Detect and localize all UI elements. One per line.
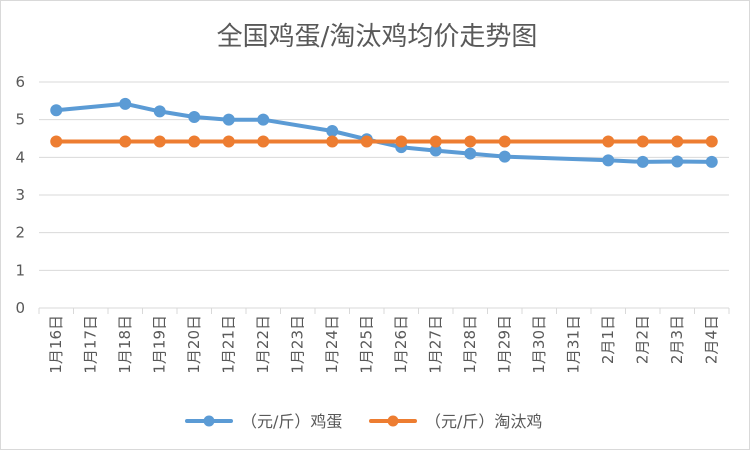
- legend-label-1: （元/斤）淘汰鸡: [425, 412, 542, 431]
- series-0-point: [602, 154, 615, 167]
- x-tick-label: 1月23日: [288, 315, 306, 374]
- series-1-point: [50, 135, 63, 148]
- series-1-point: [464, 135, 477, 148]
- x-tick-label: 2月3日: [668, 315, 686, 364]
- x-tick-label: 1月21日: [219, 315, 237, 374]
- x-tick-label: 1月28日: [461, 315, 479, 374]
- series-1-point: [257, 135, 270, 148]
- series-0-point: [498, 150, 511, 163]
- y-tick-label: 6: [15, 73, 25, 91]
- x-tick-label: 1月29日: [495, 315, 513, 374]
- x-tick-label: 1月18日: [116, 315, 134, 374]
- series-0-point: [671, 155, 684, 168]
- series-1-point: [498, 135, 511, 148]
- x-tick-label: 1月31日: [564, 315, 582, 374]
- series-0-point: [119, 97, 132, 110]
- series-1-point: [671, 135, 684, 148]
- series-0-point: [153, 105, 166, 118]
- x-tick-label: 1月20日: [185, 315, 203, 374]
- series-1-point: [360, 135, 373, 148]
- x-tick-label: 2月1日: [599, 315, 617, 364]
- legend-marker-1: [387, 415, 399, 427]
- x-tick-label: 1月25日: [357, 315, 375, 374]
- series-0-point: [636, 155, 649, 168]
- series-1-point: [188, 135, 201, 148]
- series-1-point: [602, 135, 615, 148]
- x-tick-label: 1月30日: [530, 315, 548, 374]
- legend-marker-0: [203, 415, 215, 427]
- x-tick-label: 1月26日: [392, 315, 410, 374]
- y-tick-label: 4: [15, 148, 25, 166]
- series-0-point: [326, 124, 339, 137]
- series-1-point: [326, 135, 339, 148]
- series-1-point: [636, 135, 649, 148]
- x-tick-label: 2月2日: [633, 315, 651, 364]
- y-tick-label: 3: [15, 186, 25, 204]
- x-tick-label: 1月17日: [81, 315, 99, 374]
- series-1-point: [705, 135, 718, 148]
- y-tick-label: 5: [15, 111, 25, 129]
- x-tick-label: 1月27日: [426, 315, 444, 374]
- series-1-point: [395, 135, 408, 148]
- series-0-point: [705, 155, 718, 168]
- grid: [39, 81, 729, 271]
- chart-title: 全国鸡蛋/淘汰鸡均价走势图: [217, 22, 538, 52]
- series-layer: [50, 97, 718, 168]
- series-1-point: [429, 135, 442, 148]
- x-tick-label: 1月22日: [254, 315, 272, 374]
- x-tick-label: 1月19日: [150, 315, 168, 374]
- y-tick-label: 2: [15, 224, 25, 242]
- series-0-point: [222, 113, 235, 126]
- series-0-point: [50, 104, 63, 117]
- legend: （元/斤）鸡蛋 （元/斤）淘汰鸡: [185, 412, 542, 431]
- x-tick-label: 2月4日: [702, 315, 720, 364]
- series-1-point: [222, 135, 235, 148]
- series-0-point: [464, 147, 477, 160]
- series-1-point: [153, 135, 166, 148]
- series-0-point: [257, 113, 270, 126]
- y-tick-label: 0: [15, 299, 25, 317]
- x-tick-label: 1月24日: [323, 315, 341, 374]
- y-tick-label: 1: [15, 261, 25, 279]
- legend-label-0: （元/斤）鸡蛋: [241, 412, 342, 431]
- series-0-point: [188, 111, 201, 124]
- x-tick-label: 1月16日: [47, 315, 65, 374]
- axes: 0 1 2 3 4 5 6 1月16日 1月17日 1月18日 1月19日 1月20日 1月21日 1月2…: [15, 73, 730, 374]
- series-1-point: [119, 135, 132, 148]
